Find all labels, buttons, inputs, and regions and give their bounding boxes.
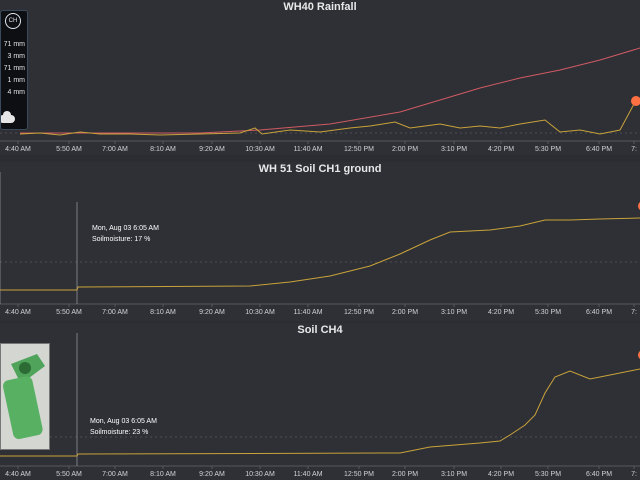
x-tick-label: 7: xyxy=(631,146,637,153)
x-tick-label: 9:20 AM xyxy=(199,146,225,153)
x-tick-label: 3:10 PM xyxy=(441,146,467,153)
x-tick-label: 7: xyxy=(631,471,637,478)
rain-value-1: 71 mm xyxy=(3,41,25,48)
x-axis: 4:40 AM 5:50 AM 7:00 AM 8:10 AM 9:20 AM 10:30… xyxy=(0,303,640,316)
tooltip-value: Soilmoisture: 23 % xyxy=(90,429,148,436)
x-tick-label: 5:30 PM xyxy=(535,146,561,153)
latest-point-marker[interactable] xyxy=(631,96,640,106)
x-tick-label: 5:30 PM xyxy=(535,309,561,316)
x-tick-label: 8:10 AM xyxy=(150,146,176,153)
rainfall-widget: CH 71 mm 3 mm 71 mm 1 mm 4 mm xyxy=(0,10,28,130)
x-axis: 4:40 AM 5:50 AM 7:00 AM 8:10 AM 9:20 AM 10:30… xyxy=(0,140,640,153)
rain-value-4: 1 mm xyxy=(7,77,26,84)
x-tick-label: 4:40 AM xyxy=(5,309,31,316)
soil-ch4-panel: Soil CH4 4:40 AM 5:50 AM 7:00 AM 8:10 AM 9:2… xyxy=(0,323,640,480)
soil-ch1-chart[interactable]: 4:40 AM 5:50 AM 7:00 AM 8:10 AM 9:20 AM 10:30… xyxy=(0,162,640,321)
x-tick-label: 5:30 PM xyxy=(535,471,561,478)
cumulative-rain-line xyxy=(20,47,640,134)
x-tick-label: 3:10 PM xyxy=(441,471,467,478)
x-tick-label: 11:40 AM xyxy=(293,471,322,478)
x-tick-label: 7:00 AM xyxy=(102,309,128,316)
x-tick-label: 11:40 AM xyxy=(293,146,322,153)
tooltip-time: Mon, Aug 03 6:05 AM xyxy=(90,418,157,425)
tooltip-time: Mon, Aug 03 6:05 AM xyxy=(92,225,159,232)
x-tick-label: 10:30 AM xyxy=(245,309,275,316)
tooltip: Mon, Aug 03 6:05 AM Soilmoisture: 23 % xyxy=(90,418,157,436)
x-tick-label: 5:50 AM xyxy=(56,309,82,316)
x-tick-label: 12:50 PM xyxy=(344,471,374,478)
x-tick-label: 6:40 PM xyxy=(586,309,612,316)
x-tick-label: 8:10 AM xyxy=(150,309,176,316)
x-tick-label: 4:20 PM xyxy=(488,146,514,153)
x-tick-label: 4:20 PM xyxy=(488,471,514,478)
x-tick-label: 7: xyxy=(631,309,637,316)
soil-ch4-title: Soil CH4 xyxy=(297,324,343,336)
x-tick-label: 12:50 PM xyxy=(344,146,374,153)
x-tick-label: 2:00 PM xyxy=(392,309,418,316)
soil-ch4-chart[interactable]: 4:40 AM 5:50 AM 7:00 AM 8:10 AM 9:20 AM 10:30… xyxy=(0,323,640,480)
x-axis: 4:40 AM 5:50 AM 7:00 AM 8:10 AM 9:20 AM 10:30… xyxy=(0,465,640,478)
channel-badge: CH xyxy=(5,13,21,29)
sensor-photo xyxy=(0,343,50,450)
x-tick-label: 8:10 AM xyxy=(150,471,176,478)
x-tick-label: 2:00 PM xyxy=(392,471,418,478)
x-tick-label: 9:20 AM xyxy=(199,471,225,478)
soil-moisture-line xyxy=(0,217,640,291)
x-tick-label: 6:40 PM xyxy=(586,146,612,153)
rainfall-panel-title: WH40 Rainfall xyxy=(283,1,357,13)
rain-rate-line xyxy=(19,103,635,136)
soil-ch1-title: WH 51 Soil CH1 ground xyxy=(258,163,382,175)
x-tick-label: 6:40 PM xyxy=(586,471,612,478)
cloud-icon xyxy=(1,111,15,123)
rain-value-2: 3 mm xyxy=(7,53,26,60)
soil-moisture-line xyxy=(0,368,640,457)
x-tick-label: 12:50 PM xyxy=(344,309,374,316)
tooltip: Mon, Aug 03 6:05 AM Soilmoisture: 17 % xyxy=(92,225,159,243)
soil-ch1-panel: WH 51 Soil CH1 ground 4:40 AM 5:50 AM 7:00… xyxy=(0,162,640,321)
x-tick-label: 7:00 AM xyxy=(102,471,128,478)
x-tick-label: 5:50 AM xyxy=(56,146,82,153)
x-tick-label: 4:40 AM xyxy=(5,146,31,153)
x-tick-label: 2:00 PM xyxy=(392,146,418,153)
x-tick-label: 4:20 PM xyxy=(488,309,514,316)
x-tick-label: 3:10 PM xyxy=(441,309,467,316)
tooltip-value: Soilmoisture: 17 % xyxy=(92,236,150,243)
x-tick-label: 10:30 AM xyxy=(245,146,275,153)
sensor-photo-image xyxy=(1,344,49,449)
rain-value-5: 4 mm xyxy=(7,89,26,96)
rain-value-3: 71 mm xyxy=(3,65,25,72)
x-tick-label: 7:00 AM xyxy=(102,146,128,153)
x-tick-label: 10:30 AM xyxy=(245,471,275,478)
x-tick-label: 4:40 AM xyxy=(5,471,31,478)
rainfall-chart[interactable]: 4:40 AM 5:50 AM 7:00 AM 8:10 AM 9:20 AM 10:30… xyxy=(0,0,640,155)
x-tick-label: 5:50 AM xyxy=(56,471,82,478)
x-tick-label: 11:40 AM xyxy=(293,309,322,316)
x-tick-label: 9:20 AM xyxy=(199,309,225,316)
rainfall-panel: WH40 Rainfall 4:40 AM 5:50 AM 7:00 AM 8:10 … xyxy=(0,0,640,155)
